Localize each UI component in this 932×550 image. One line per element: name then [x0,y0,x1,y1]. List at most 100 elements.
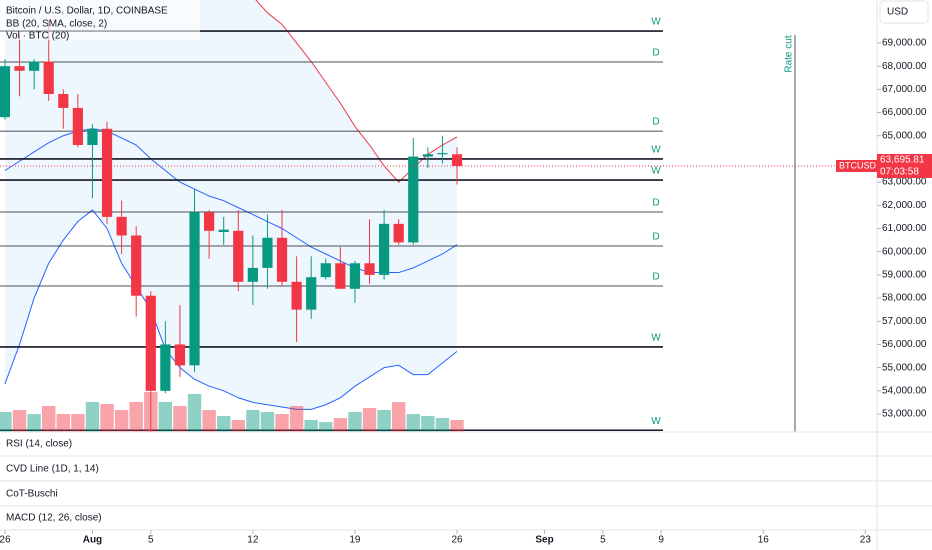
volume-bar [289,406,304,432]
volume-bar [12,410,27,432]
y-tick-label: 58,000.00 [882,293,927,304]
price-tag [877,153,932,178]
y-tick-label: 60,000.00 [882,246,927,257]
volume-bar [85,402,100,432]
x-tick-label: Sep [535,535,553,546]
level-label: W [651,17,661,28]
candle-body [320,263,331,278]
y-tick-label: 57,000.00 [882,316,927,327]
volume-bar [348,412,362,432]
candle-body [145,295,156,391]
y-tick-label: 59,000.00 [882,270,927,281]
volume-bar [56,414,70,432]
bollinger-bands [4,0,458,410]
level-label: W [651,145,661,156]
candle-body [43,61,54,94]
pane-title[interactable]: CoT-Buschi [6,489,58,500]
candle-body [116,216,127,236]
candle-body [451,154,463,166]
x-tick-label: 12 [247,535,259,546]
candle-body [262,237,273,268]
volume-bar [275,414,289,432]
level-label: D [652,117,659,128]
candle-body [306,277,317,310]
x-tick-label: 23 [860,535,872,546]
pane-title[interactable]: CVD Line (1D, 1, 14) [6,464,99,475]
candle-body [364,263,375,275]
candle-body [131,235,142,296]
volume-bar [421,416,435,432]
x-tick-label: 5 [600,535,606,546]
candle-body [276,237,288,282]
level-label: W [651,416,661,427]
volume-bar [246,410,260,432]
x-tick-label: 19 [349,535,361,546]
volume-bar [377,410,391,432]
x-tick-label: 9 [658,535,664,546]
level-label: D [652,232,659,243]
candle-body [29,61,40,71]
pane-title[interactable]: RSI (14, close) [6,439,72,450]
level-label: D [652,198,659,209]
candle-body [14,66,25,71]
price-tag-label: 63,695.81 [880,155,925,166]
candle-body [204,212,215,231]
candle-body [189,212,200,366]
candle-body [393,223,404,243]
candle-body [408,156,419,243]
volume-bar [231,420,245,432]
candle-body [72,107,83,146]
x-tick-label: Aug [83,535,102,546]
volume-bar [450,420,464,432]
volume-bar [304,420,318,432]
candle-body [87,128,98,146]
volume-bar [391,402,406,432]
y-tick-label: 63,000.00 [882,177,927,188]
y-tick-label: 65,000.00 [882,130,927,141]
indicator-label[interactable]: Vol · BTC (20) [6,31,69,42]
candle-body [174,344,186,366]
event-label: Rate cut [784,35,795,72]
pane-title[interactable]: MACD (12, 26, close) [6,513,102,524]
volume-bar [216,416,231,432]
volume [0,392,464,432]
volume-bar [362,408,377,432]
volume-bar [435,418,450,432]
bb-upper [255,0,458,183]
currency-button[interactable] [879,0,929,24]
y-tick-label: 53,000.00 [882,409,927,420]
currency[interactable]: USD [887,7,908,18]
candle-body [101,128,113,217]
volume-bar [100,404,114,432]
indicator-label[interactable]: BB (20, SMA, close, 2) [6,19,107,30]
y-tick-label: 67,000.00 [882,84,927,95]
volume-bar [173,406,187,432]
x-tick-label: 26 [451,535,463,546]
x-tick-label: 16 [758,535,770,546]
volume-bar [406,414,420,432]
candle-body [335,263,346,289]
candle-body [58,93,69,108]
volume-bar [333,418,348,432]
candle-body [437,153,448,155]
y-tick-label: 69,000.00 [882,38,927,49]
volume-bar [319,422,333,432]
candle-body [422,154,433,157]
y-tick-label: 68,000.00 [882,61,927,72]
countdown: 07:03:58 [880,167,919,178]
volume-bar [0,412,12,432]
candle-body [349,263,361,289]
volume-bar [27,414,41,432]
y-tick-label: 66,000.00 [882,107,927,118]
symbol-tag-label: BTCUSD [839,160,877,170]
volume-bar [260,412,275,432]
bb-lower [4,209,458,410]
candle-body [218,229,229,232]
symbol-title[interactable]: Bitcoin / U.S. Dollar, 1D, COINBASE [6,6,168,17]
y-tick-label: 56,000.00 [882,339,927,350]
volume-bar [41,406,56,432]
candle-body [0,66,11,118]
candle-body [291,281,302,310]
level-label: D [652,48,659,59]
